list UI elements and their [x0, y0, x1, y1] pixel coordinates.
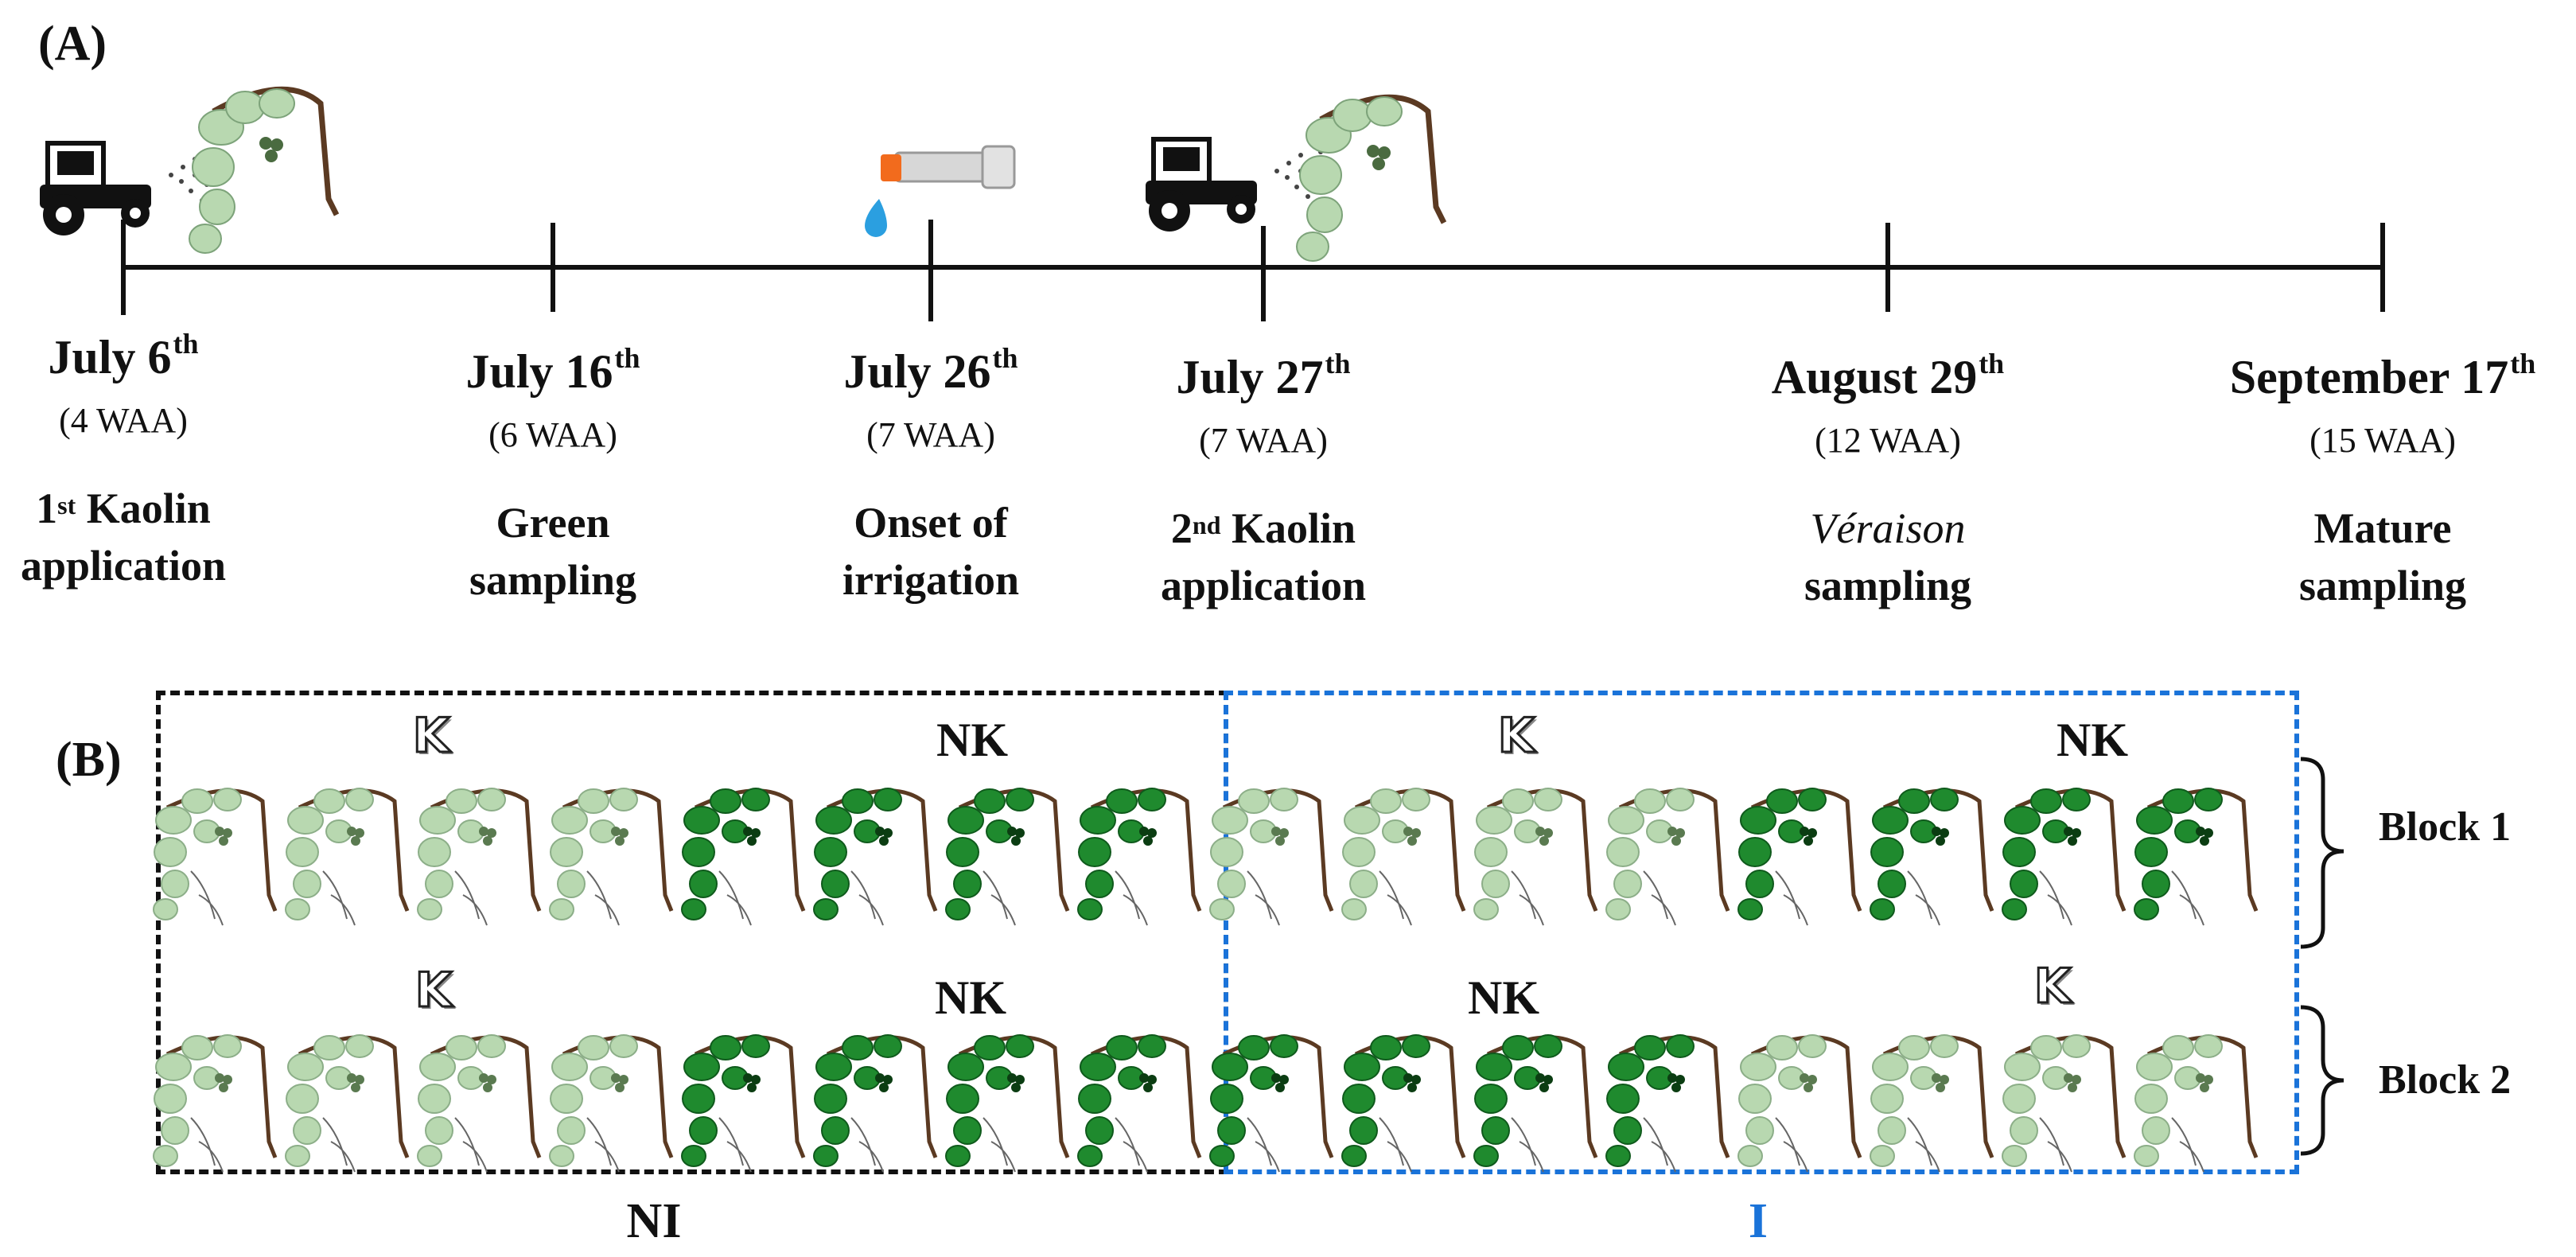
- vine-block2: [1473, 1034, 1598, 1173]
- k-label-b2-ni: K: [414, 962, 453, 1020]
- nk-label-b2-i: NK: [1468, 971, 1539, 1024]
- vine-block2: [1209, 1034, 1334, 1173]
- vine-block1: [945, 788, 1070, 926]
- timeline-event: Onset of irrigation: [842, 499, 1019, 604]
- nk-label-b1-ni: NK: [936, 714, 1008, 766]
- nk-label-b1-i: NK: [2057, 714, 2128, 766]
- timeline-date: July 6th: [48, 328, 199, 383]
- timeline-event: Mature sampling: [2298, 504, 2467, 609]
- tractor-spray-icon: [40, 141, 225, 235]
- timeline-event: 2nd Kaolin application: [1160, 504, 1367, 609]
- vine-block2: [681, 1034, 806, 1173]
- vine-block1: [1605, 788, 1730, 926]
- timeline-waa: (4 WAA): [59, 401, 188, 440]
- vine-block2: [1605, 1034, 1730, 1173]
- vine-block1: [1077, 788, 1202, 926]
- block-2-label: Block 2: [2379, 1057, 2512, 1103]
- vine-block1: [681, 788, 806, 926]
- panel-b-label: (B): [56, 733, 122, 787]
- vine-block1: [285, 788, 410, 926]
- vine-block2: [1737, 1034, 1862, 1173]
- timeline-event: Véraison sampling: [1804, 504, 1972, 609]
- vine-block1: [1870, 788, 1994, 926]
- timeline-event: Green sampling: [469, 499, 637, 604]
- non-irrigated-label: NI: [626, 1194, 682, 1248]
- block2-brace: [2300, 1005, 2344, 1156]
- block-1-label: Block 1: [2379, 804, 2512, 850]
- tractor-spray-icon-2: [1146, 137, 1331, 232]
- nk-label-b2-ni: NK: [935, 971, 1006, 1024]
- vine-block1: [1737, 788, 1862, 926]
- vine-block2: [945, 1034, 1070, 1173]
- vine-block1: [2134, 788, 2259, 926]
- vine-block1: [1209, 788, 1334, 926]
- vine-block2: [285, 1034, 410, 1173]
- vine-block1: [2002, 788, 2127, 926]
- irrigated-label: I: [1748, 1194, 1769, 1248]
- vine-block2: [549, 1034, 674, 1173]
- timeline-waa: (15 WAA): [2309, 421, 2456, 460]
- timeline-waa: (6 WAA): [488, 415, 617, 454]
- k-label-b1-ni: K: [411, 707, 450, 765]
- vine-block1: [153, 788, 278, 926]
- vine-block1: [1473, 788, 1598, 926]
- vine-block2: [1341, 1034, 1466, 1173]
- k-label-b2-i: K: [2033, 958, 2072, 1016]
- timeline-event: 1st Kaolin application: [20, 485, 227, 590]
- timeline-waa: (7 WAA): [866, 415, 995, 454]
- vine-block1: [417, 788, 542, 926]
- vine-block2: [2134, 1034, 2259, 1173]
- timeline-waa: (12 WAA): [1815, 421, 1961, 460]
- vine-block2: [813, 1034, 938, 1173]
- panel-a-label: (A): [38, 17, 107, 71]
- timeline-date: July 27th: [1176, 348, 1351, 403]
- vine-block2: [1077, 1034, 1202, 1173]
- vine-block2: [417, 1034, 542, 1173]
- block-braces: [2300, 757, 2344, 949]
- k-label-b1-i: K: [1496, 707, 1535, 765]
- vine-block1: [549, 788, 674, 926]
- timeline-date: July 16th: [465, 342, 640, 398]
- vine-block1: [1341, 788, 1466, 926]
- timeline-date: July 26th: [843, 342, 1018, 398]
- kaolin-vine-icon-2: [1296, 94, 1447, 262]
- vine-block2: [2002, 1034, 2127, 1173]
- vine-block2: [1870, 1034, 1994, 1173]
- timeline-waa: (7 WAA): [1199, 421, 1328, 460]
- timeline: [40, 86, 2385, 321]
- timeline-date: August 29th: [1771, 348, 2005, 403]
- timeline-date: September 17th: [2229, 348, 2536, 403]
- vine-block2: [153, 1034, 278, 1173]
- irrigated-box: [1224, 691, 2299, 1174]
- irrigation-tap-icon: [865, 145, 1016, 237]
- vine-block1: [813, 788, 938, 926]
- kaolin-vine-icon: [189, 86, 340, 254]
